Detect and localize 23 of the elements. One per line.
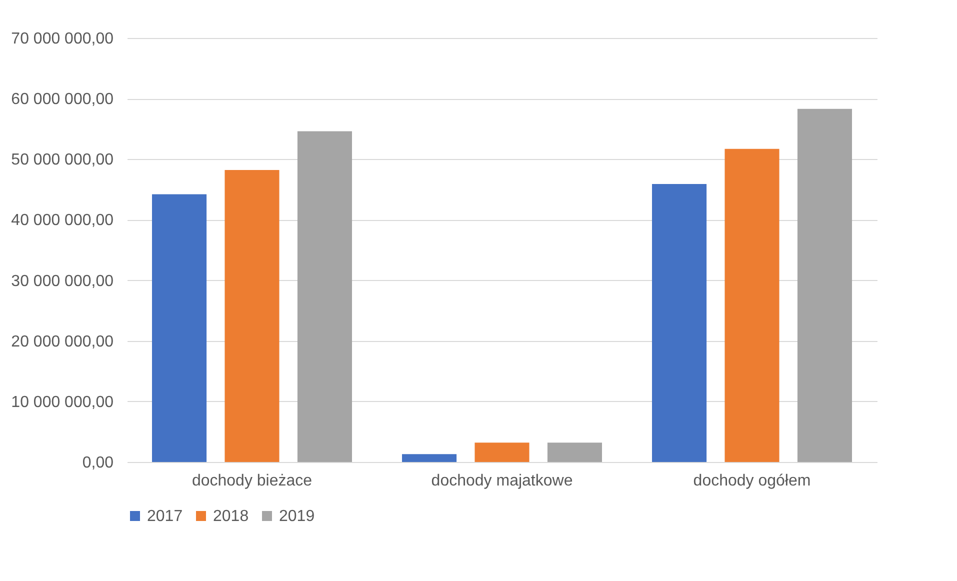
- bar: [474, 442, 530, 462]
- x-tick-label: dochody bieżace: [192, 472, 312, 490]
- bar: [152, 194, 207, 462]
- y-tick-label: 20 000 000,00: [11, 333, 114, 350]
- y-tick-label: 70 000 000,00: [11, 30, 114, 48]
- y-tick-label: 40 000 000,00: [11, 212, 114, 230]
- x-tick-label: dochody majatkowe: [431, 472, 573, 490]
- legend-label: 2018: [213, 508, 249, 525]
- bar: [224, 170, 280, 462]
- legend-label: 2019: [279, 508, 315, 525]
- bar: [402, 454, 457, 462]
- x-tick-label: dochody ogółem: [693, 472, 811, 490]
- y-tick-label: 10 000 000,00: [11, 394, 114, 411]
- bar: [797, 108, 852, 462]
- y-tick-label: 60 000 000,00: [11, 91, 114, 108]
- y-tick-label: 0,00: [82, 454, 114, 472]
- y-tick-label: 50 000 000,00: [11, 152, 114, 169]
- bar: [724, 148, 780, 462]
- bar: [297, 131, 352, 462]
- bar: [652, 184, 707, 462]
- y-tick-label: 30 000 000,00: [11, 272, 114, 290]
- legend-label: 2017: [147, 508, 183, 525]
- bar: [547, 442, 602, 462]
